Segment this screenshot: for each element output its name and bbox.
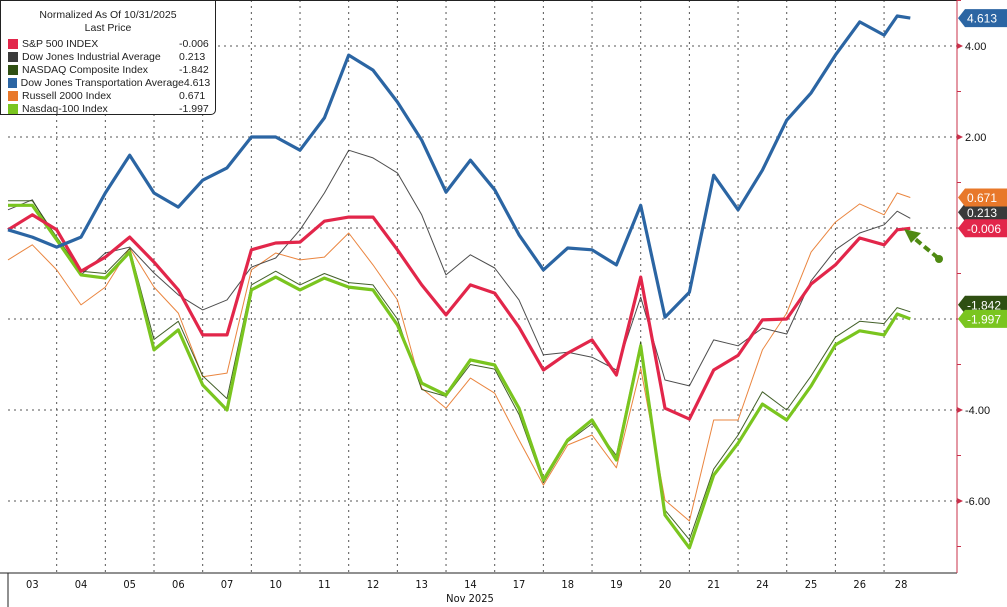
legend-last-value: -1.842 [179,63,209,76]
x-tick-label: 13 [415,578,428,591]
legend-entries: S&P 500 INDEX -0.006 Dow Jones Industrial … [1,37,215,115]
tag-value: -1.997 [967,312,1001,326]
x-tick-label: 28 [895,578,908,591]
series-line-russell-2000-index [7,192,911,522]
series-line-nasdaq-composite-index [8,200,911,541]
legend-swatch [8,64,18,75]
legend-series-name: Dow Jones Transportation Average [20,76,184,89]
series-line-s-p-500-index [7,213,911,421]
tag-value: 0.213 [967,206,997,220]
annotation-arrow-shaft [912,236,940,260]
x-tick-label: 24 [756,578,769,591]
x-tick-label: 20 [659,578,672,591]
x-tick-label: 17 [513,578,526,591]
legend-swatch [8,38,18,49]
tag-shape [958,219,1007,238]
last-price-tag: 0.213 [958,203,1007,222]
y-tick-marker [957,134,963,140]
last-price-tags: -1.842-1.997 0.213 -0.006 4.613 0.671 [958,9,1007,328]
legend-entry: Nasdaq-100 Index -1.997 [1,102,215,115]
x-tick-label: 10 [269,578,282,591]
legend-series-name: S&P 500 INDEX [22,37,99,50]
x-tick-label: 18 [561,578,574,591]
legend-series-name: Russell 2000 Index [22,89,112,102]
y-tick-marker [957,498,963,504]
tag-value: -0.006 [967,222,1001,236]
legend-series-name: NASDAQ Composite Index [22,63,149,76]
tag-shape [958,9,1007,28]
x-tick-label: 07 [221,578,234,591]
series-lines [7,14,911,550]
y-tick-label: -4.00 [965,405,990,417]
tag-value: 4.613 [967,12,997,26]
x-tick-label: 12 [367,578,380,591]
last-price-tag: 0.671 [958,188,1007,207]
y-tick-marker [957,43,963,49]
legend-title: Normalized As Of 10/31/2025 [39,9,177,21]
tag-value: 0.671 [967,191,997,205]
legend: Normalized As Of 10/31/2025 Last Price S… [0,0,216,115]
legend-last-value: -0.006 [179,37,209,50]
last-price-tag: -1.842 [958,295,1007,314]
tag-shape [958,295,1007,314]
tag-shape [958,188,1007,207]
annotation-arrow-tail [935,255,943,263]
legend-last-value: 4.613 [183,76,211,89]
last-price-tag: 4.613 [958,9,1007,28]
last-price-tag: -0.006 [958,219,1007,238]
x-tick-label: 05 [123,578,136,591]
y-axis: 4.00 2.00 -4.00 -6.00 [956,0,990,573]
x-tick-label: 04 [75,578,88,591]
tag-shape [958,203,1007,222]
x-tick-label: 11 [318,578,331,591]
x-axis-label: Nov 2025 [446,592,494,605]
legend-entry: S&P 500 INDEX -0.006 [1,37,215,50]
legend-swatch [8,77,17,88]
legend-swatch [8,90,18,101]
series-line-dow-jones-transportation-average [7,14,911,319]
legend-subtitle: Last Price [84,22,132,34]
x-tick-label: 19 [610,578,623,591]
legend-swatch [8,103,18,114]
y-tick-label: 4.00 [965,41,986,53]
legend-swatch [8,51,18,62]
series-line-dow-jones-industrial-average [7,149,911,387]
legend-last-value: -1.997 [179,102,209,115]
legend-entry: Dow Jones Industrial Average 0.213 [1,50,215,63]
x-tick-label: 06 [172,578,185,591]
y-tick-label: -6.00 [965,496,990,508]
legend-entry: NASDAQ Composite Index -1.842 [1,63,215,76]
x-tick-label: 03 [26,578,39,591]
last-price-tag: -1.997 [958,309,1007,328]
tag-shape [958,309,1007,328]
legend-last-value: 0.213 [179,50,206,63]
y-tick-marker [957,407,963,413]
annotation-arrow-head [904,229,921,243]
x-tick-label: 25 [805,578,818,591]
x-axis: 03 04 05 06 07 10 11 12 13 14 17 18 19 20 21 24 25 26 28 [0,572,957,607]
legend-series-name: Nasdaq-100 Index [22,102,108,115]
tag-value: -1.842 [967,298,1001,312]
legend-entry: Russell 2000 Index 0.671 [1,89,215,102]
legend-last-value: 0.671 [179,89,206,102]
x-tick-label: 26 [853,578,866,591]
legend-series-name: Dow Jones Industrial Average [22,50,161,63]
annotation-arrow [904,229,943,263]
x-tick-label: 14 [464,578,477,591]
x-tick-label: 21 [707,578,720,591]
series-line-nasdaq-100-index [8,203,911,550]
y-tick-label: 2.00 [965,132,986,144]
legend-entry: Dow Jones Transportation Average 4.613 [1,76,215,89]
